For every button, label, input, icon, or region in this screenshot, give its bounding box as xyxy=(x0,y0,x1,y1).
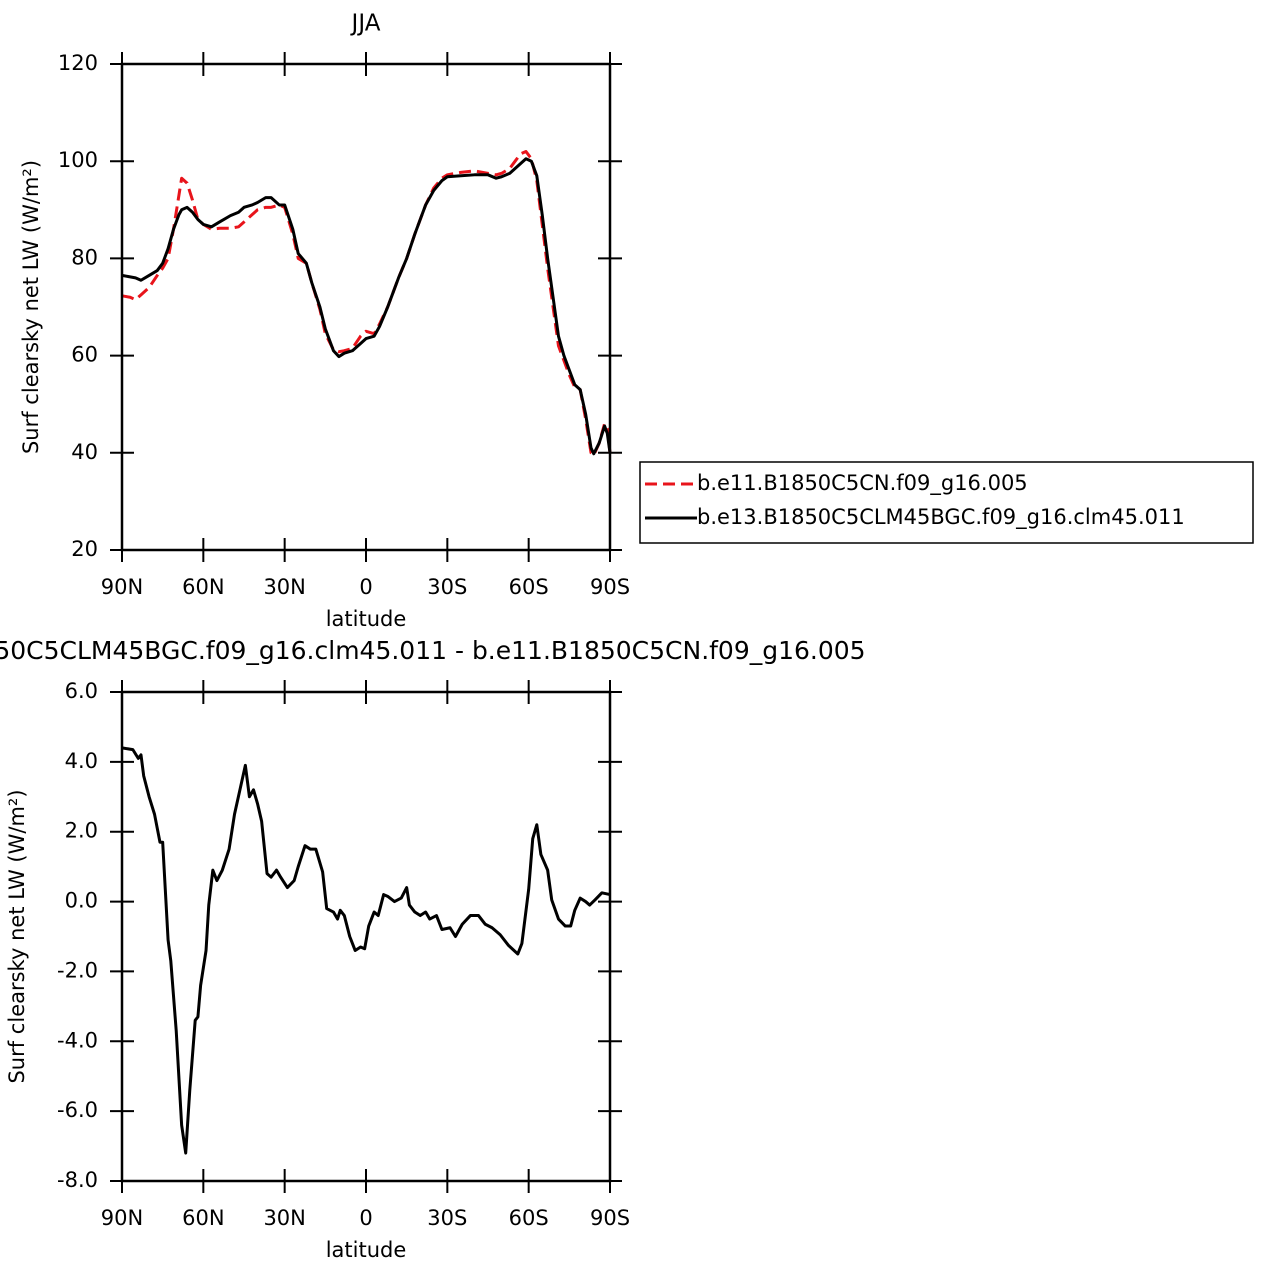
y-tick-label: 80 xyxy=(71,245,98,269)
plot-lines xyxy=(121,746,611,1155)
data-line xyxy=(121,746,611,1155)
y-tick-label: 100 xyxy=(58,148,98,172)
y-axis-label: Surf clearsky net LW (W/m²) xyxy=(5,789,29,1083)
y-tick-label: -8.0 xyxy=(57,1168,98,1192)
y-tick-label: 4.0 xyxy=(65,749,98,773)
legend-label: b.e13.B1850C5CLM45BGC.f09_g16.clm45.011 xyxy=(697,505,1185,530)
y-tick-label: -6.0 xyxy=(57,1098,98,1122)
legend-box xyxy=(639,461,1254,544)
y-tick-label: -4.0 xyxy=(57,1028,98,1052)
x-tick-label: 60S xyxy=(509,575,549,599)
y-tick-label: 2.0 xyxy=(65,819,98,843)
chart-title: JJA xyxy=(350,11,381,37)
x-tick-label: 30S xyxy=(427,1206,467,1230)
y-tick-label: 0.0 xyxy=(65,889,98,913)
y-tick-label: 120 xyxy=(58,51,98,75)
plot-frame xyxy=(120,690,612,1183)
y-tick-label: -2.0 xyxy=(57,958,98,982)
y-tick-label: 60 xyxy=(71,343,98,367)
x-tick-label: 90S xyxy=(590,575,630,599)
x-tick-label: 30N xyxy=(263,575,305,599)
x-axis-label: latitude xyxy=(326,607,407,631)
y-axis-label: Surf clearsky net LW (W/m²) xyxy=(19,160,43,454)
x-tick-label: 0 xyxy=(359,575,372,599)
x-tick-label: 90N xyxy=(101,575,143,599)
data-line xyxy=(121,149,612,457)
x-tick-label: 30N xyxy=(263,1206,305,1230)
x-tick-label: 90N xyxy=(101,1206,143,1230)
x-tick-label: 60S xyxy=(509,1206,549,1230)
x-tick-label: 30S xyxy=(427,575,467,599)
legend-label: b.e11.B1850C5CN.f09_g16.005 xyxy=(697,471,1028,496)
x-tick-label: 0 xyxy=(359,1206,372,1230)
y-tick-label: 40 xyxy=(71,440,98,464)
x-axis-label: latitude xyxy=(326,1238,407,1262)
chart-title: b.e13.B1850C5CLM45BGC.f09_g16.clm45.011 … xyxy=(0,636,866,665)
plot-lines xyxy=(121,149,612,457)
x-tick-label: 60N xyxy=(182,575,224,599)
data-line xyxy=(121,157,612,456)
plot-frame xyxy=(120,62,612,552)
y-tick-label: 20 xyxy=(71,537,98,561)
x-tick-label: 60N xyxy=(182,1206,224,1230)
x-tick-label: 90S xyxy=(590,1206,630,1230)
y-tick-label: 6.0 xyxy=(65,679,98,703)
